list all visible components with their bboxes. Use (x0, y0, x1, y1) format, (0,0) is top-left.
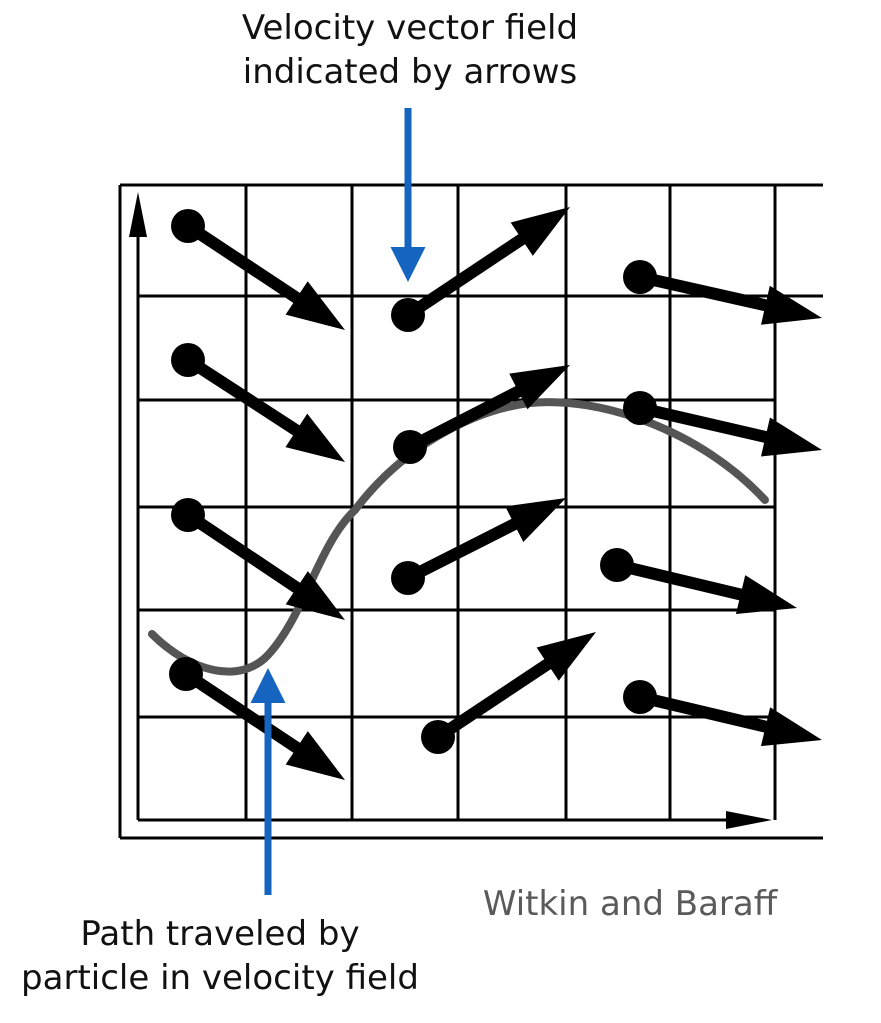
velocity-vector (391, 207, 570, 332)
vector-tail-dot (171, 209, 205, 243)
vector-field-caption-line-2: indicated by arrows (242, 52, 578, 92)
vector-shaft (638, 271, 771, 312)
velocity-vector (393, 365, 570, 464)
axes (129, 192, 772, 829)
velocity-vector (169, 657, 345, 780)
x-axis-arrowhead (726, 811, 772, 829)
vector-arrowhead (285, 731, 345, 780)
grid (138, 185, 823, 820)
vector-shaft (184, 354, 303, 438)
vector-field-caption-line-1: Velocity vector field (241, 8, 579, 48)
frame (118, 183, 823, 840)
vector-shaft (184, 220, 304, 306)
velocity-vector (600, 548, 797, 614)
vector-arrowhead (509, 365, 570, 410)
vector-arrowhead (285, 571, 345, 620)
velocity-vector (623, 680, 822, 747)
velocity-vector (421, 632, 596, 754)
vector-tail-dot (623, 680, 657, 714)
vector-arrowhead (505, 498, 566, 543)
y-axis-arrowhead (129, 192, 147, 237)
vector-tail-dot (169, 657, 203, 691)
vector-tail-dot (421, 720, 455, 754)
vector-field-caption: Velocity vector field indicated by arrow… (190, 6, 630, 94)
path-caption: Path traveled by particle in velocity fi… (0, 912, 440, 1000)
vector-tail-dot (391, 561, 425, 595)
vector-shaft (407, 384, 525, 453)
vector-arrowhead (761, 285, 822, 325)
velocity-vectors (169, 207, 822, 780)
vector-tail-dot (623, 260, 657, 294)
vector-arrowhead (510, 207, 570, 256)
vector-tail-dot (171, 498, 205, 532)
vector-tail-dot (391, 298, 425, 332)
vector-shaft (638, 402, 771, 444)
velocity-vector (171, 209, 345, 330)
vector-arrowhead (760, 417, 822, 457)
vector-shaft (638, 691, 771, 734)
vector-arrowhead (285, 413, 345, 462)
vector-arrowhead (536, 632, 596, 681)
vector-tail-dot (393, 430, 427, 464)
velocity-vector (623, 260, 822, 325)
vector-tail-dot (171, 343, 205, 377)
vector-shaft (182, 669, 304, 756)
path-caption-line-2: particle in velocity field (21, 958, 419, 998)
vector-shaft (405, 517, 521, 584)
vector-arrowhead (285, 281, 345, 330)
credit-text: Witkin and Baraff (482, 884, 778, 924)
velocity-vector (623, 391, 822, 457)
vector-tail-dot (623, 391, 657, 425)
vector-arrowhead (735, 575, 797, 614)
vector-shaft (404, 231, 529, 320)
vector-tail-dot (600, 548, 634, 582)
vector-arrowhead (760, 707, 822, 747)
velocity-vector (171, 498, 345, 620)
velocity-vector (171, 343, 345, 462)
vector-shaft (184, 510, 304, 595)
vector-shaft (434, 656, 555, 742)
velocity-vector (391, 498, 566, 595)
vector-shaft (615, 559, 746, 602)
path-caption-line-1: Path traveled by (80, 914, 360, 954)
